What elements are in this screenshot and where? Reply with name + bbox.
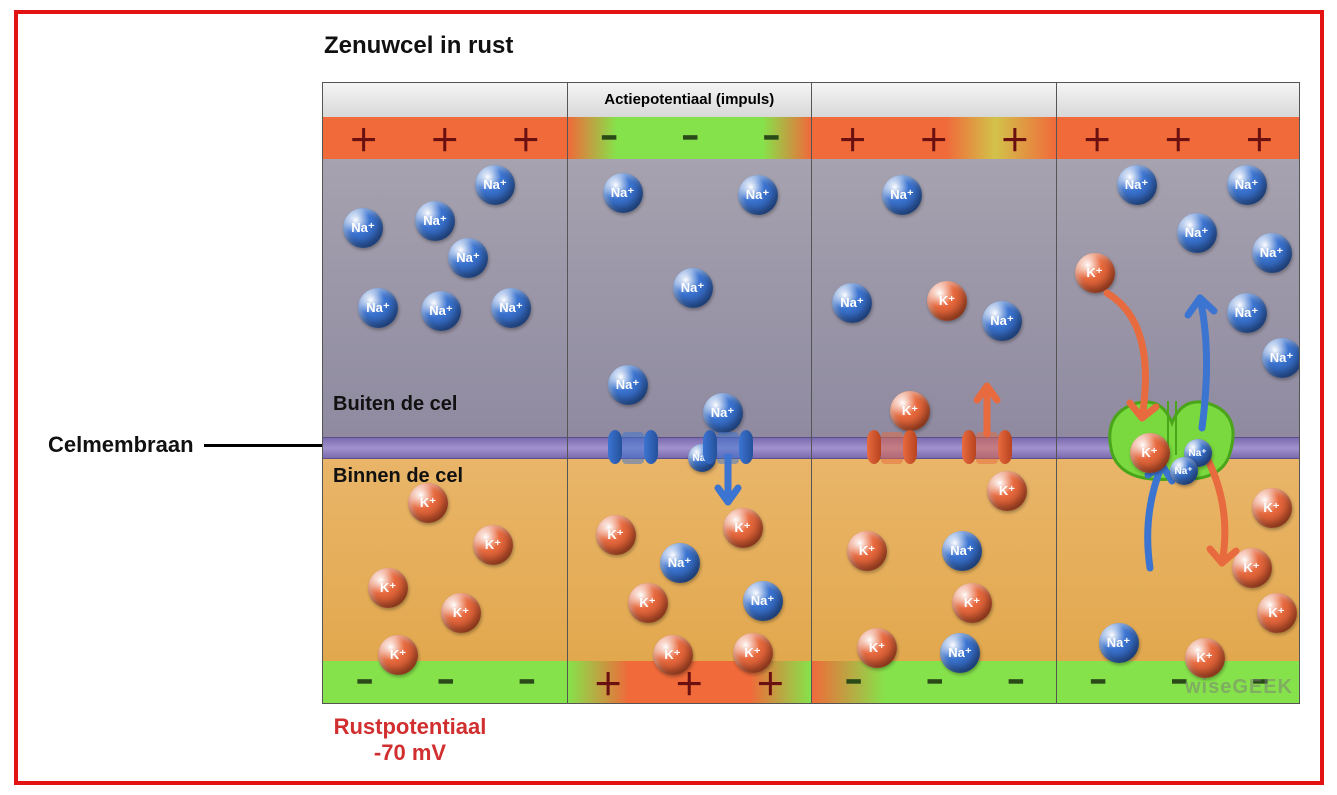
plus-sign: ＋ [1000, 116, 1030, 160]
potassium-ion: K⁺ [596, 515, 636, 555]
panel-header [323, 83, 567, 117]
outer-charge-bar: ＋ ＋ ＋ [812, 117, 1056, 159]
sodium-ion: Na⁺ [942, 531, 982, 571]
panel-header: Actiepotentiaal (impuls) [568, 83, 812, 117]
plus-sign: ＋ [430, 116, 460, 160]
plus-sign: ＋ [1163, 116, 1193, 160]
sodium-ion: Na⁺ [1170, 457, 1198, 485]
caption-line1: Rustpotentiaal [280, 714, 540, 740]
minus-sign: ━ [602, 125, 613, 151]
outer-charge-bar: ＋ ＋ ＋ [323, 117, 567, 159]
potassium-ion: K⁺ [473, 525, 513, 565]
potassium-channel [867, 426, 917, 470]
minus-sign: ━ [358, 669, 369, 695]
potassium-ion: K⁺ [653, 635, 693, 675]
membrane-pointer [204, 444, 322, 447]
sodium-ion: Na⁺ [1099, 623, 1139, 663]
sodium-channel [608, 426, 658, 470]
outer-charge-bar: ━ ━ ━ [568, 117, 812, 159]
sodium-ion: Na⁺ [415, 201, 455, 241]
panel-4: ＋＋＋━━━Na⁺Na⁺Na⁺Na⁺K⁺Na⁺Na⁺K⁺K⁺K⁺Na⁺K⁺ K⁺… [1057, 83, 1301, 703]
outer-frame: Zenuwcel in rust Celmembraan Rustpotenti… [14, 10, 1324, 785]
potassium-ion: K⁺ [1257, 593, 1297, 633]
outer-charge-bar: ＋ ＋ ＋ [1057, 117, 1301, 159]
minus-sign: ━ [1091, 669, 1102, 695]
panel-1: ＋＋＋━━━Na⁺Na⁺Na⁺Na⁺Na⁺Na⁺Na⁺K⁺K⁺K⁺K⁺K⁺Bui… [323, 83, 568, 703]
plus-sign: ＋ [1244, 116, 1274, 160]
panel-3: ＋＋＋━━━Na⁺Na⁺K⁺Na⁺K⁺K⁺K⁺Na⁺K⁺K⁺Na⁺ [812, 83, 1057, 703]
minus-sign: ━ [765, 125, 776, 151]
caption-line2: -70 mV [280, 740, 540, 766]
potassium-ion: K⁺ [1130, 433, 1170, 473]
panel-2: Actiepotentiaal (impuls) ━ ━ ━ ＋＋＋ Na⁺ Na⁺ Na⁺ N… [568, 83, 813, 703]
potassium-ion: K⁺ [847, 531, 887, 571]
minus-sign: ━ [684, 125, 695, 151]
panel-header [1057, 83, 1301, 117]
minus-sign: ━ [1173, 669, 1184, 695]
sodium-ion: Na⁺ [448, 238, 488, 278]
diagram-area: ＋＋＋━━━Na⁺Na⁺Na⁺Na⁺K⁺Na⁺Na⁺K⁺K⁺K⁺Na⁺K⁺ K⁺… [322, 82, 1300, 704]
cell-membrane [323, 437, 567, 459]
sodium-ion: Na⁺ [832, 283, 872, 323]
potassium-ion: K⁺ [952, 583, 992, 623]
sodium-ion: Na⁺ [421, 291, 461, 331]
sodium-ion: Na⁺ [1177, 213, 1217, 253]
arrow-down-icon [713, 454, 743, 524]
sodium-channel [703, 426, 753, 470]
minus-sign: ━ [847, 669, 858, 695]
sodium-ion: Na⁺ [1227, 165, 1267, 205]
sodium-ion: Na⁺ [882, 175, 922, 215]
sodium-ion: Na⁺ [660, 543, 700, 583]
sodium-ion: Na⁺ [343, 208, 383, 248]
sodium-ion: Na⁺ [358, 288, 398, 328]
minus-sign: ━ [928, 669, 939, 695]
potassium-ion: K⁺ [441, 593, 481, 633]
sodium-potassium-pump: K⁺Na⁺Na⁺ [1112, 393, 1232, 503]
minus-sign: ━ [439, 669, 450, 695]
potassium-ion: K⁺ [733, 633, 773, 673]
potassium-ion: K⁺ [378, 635, 418, 675]
potassium-ion: K⁺ [1185, 638, 1225, 678]
plus-sign: ＋ [1082, 116, 1112, 160]
sodium-ion: Na⁺ [673, 268, 713, 308]
cell-membrane [812, 437, 1056, 459]
plus-sign: ＋ [511, 116, 541, 160]
sodium-ion: Na⁺ [603, 173, 643, 213]
sodium-ion: Na⁺ [608, 365, 648, 405]
sodium-ion: Na⁺ [743, 581, 783, 621]
outside-cell-label: Buiten de cel [333, 393, 457, 416]
inner-charge-bar: ＋＋＋ [568, 661, 812, 703]
potassium-ion: K⁺ [628, 583, 668, 623]
plus-sign: ＋ [838, 116, 868, 160]
minus-sign: ━ [1009, 669, 1020, 695]
panel-header [812, 83, 1056, 117]
sodium-ion: Na⁺ [491, 288, 531, 328]
potassium-ion: K⁺ [890, 391, 930, 431]
sodium-ion: Na⁺ [940, 633, 980, 673]
inner-charge-bar: ━ ━ ━ [812, 661, 1056, 703]
diagram-title: Zenuwcel in rust [324, 32, 513, 60]
sodium-ion: Na⁺ [738, 175, 778, 215]
inner-charge-bar: ━ ━ ━ [323, 661, 567, 703]
pump-arrows-icon [1072, 253, 1292, 593]
sodium-ion: Na⁺ [475, 165, 515, 205]
potassium-ion: K⁺ [987, 471, 1027, 511]
plus-sign: ＋ [349, 116, 379, 160]
potassium-ion: K⁺ [408, 483, 448, 523]
resting-potential-caption: Rustpotentiaal -70 mV [280, 714, 540, 766]
watermark: wiseGEEK [1185, 676, 1293, 699]
sodium-ion: Na⁺ [1117, 165, 1157, 205]
plus-sign: ＋ [593, 660, 623, 704]
intracellular-region [323, 459, 567, 661]
potassium-channel [962, 426, 1012, 470]
arrow-up-icon [972, 374, 1002, 444]
potassium-ion: K⁺ [368, 568, 408, 608]
membrane-label: Celmembraan [48, 432, 194, 458]
plus-sign: ＋ [919, 116, 949, 160]
potassium-ion: K⁺ [857, 628, 897, 668]
inside-cell-label: Binnen de cel [333, 465, 463, 488]
potassium-ion: K⁺ [927, 281, 967, 321]
sodium-ion: Na⁺ [982, 301, 1022, 341]
minus-sign: ━ [520, 669, 531, 695]
